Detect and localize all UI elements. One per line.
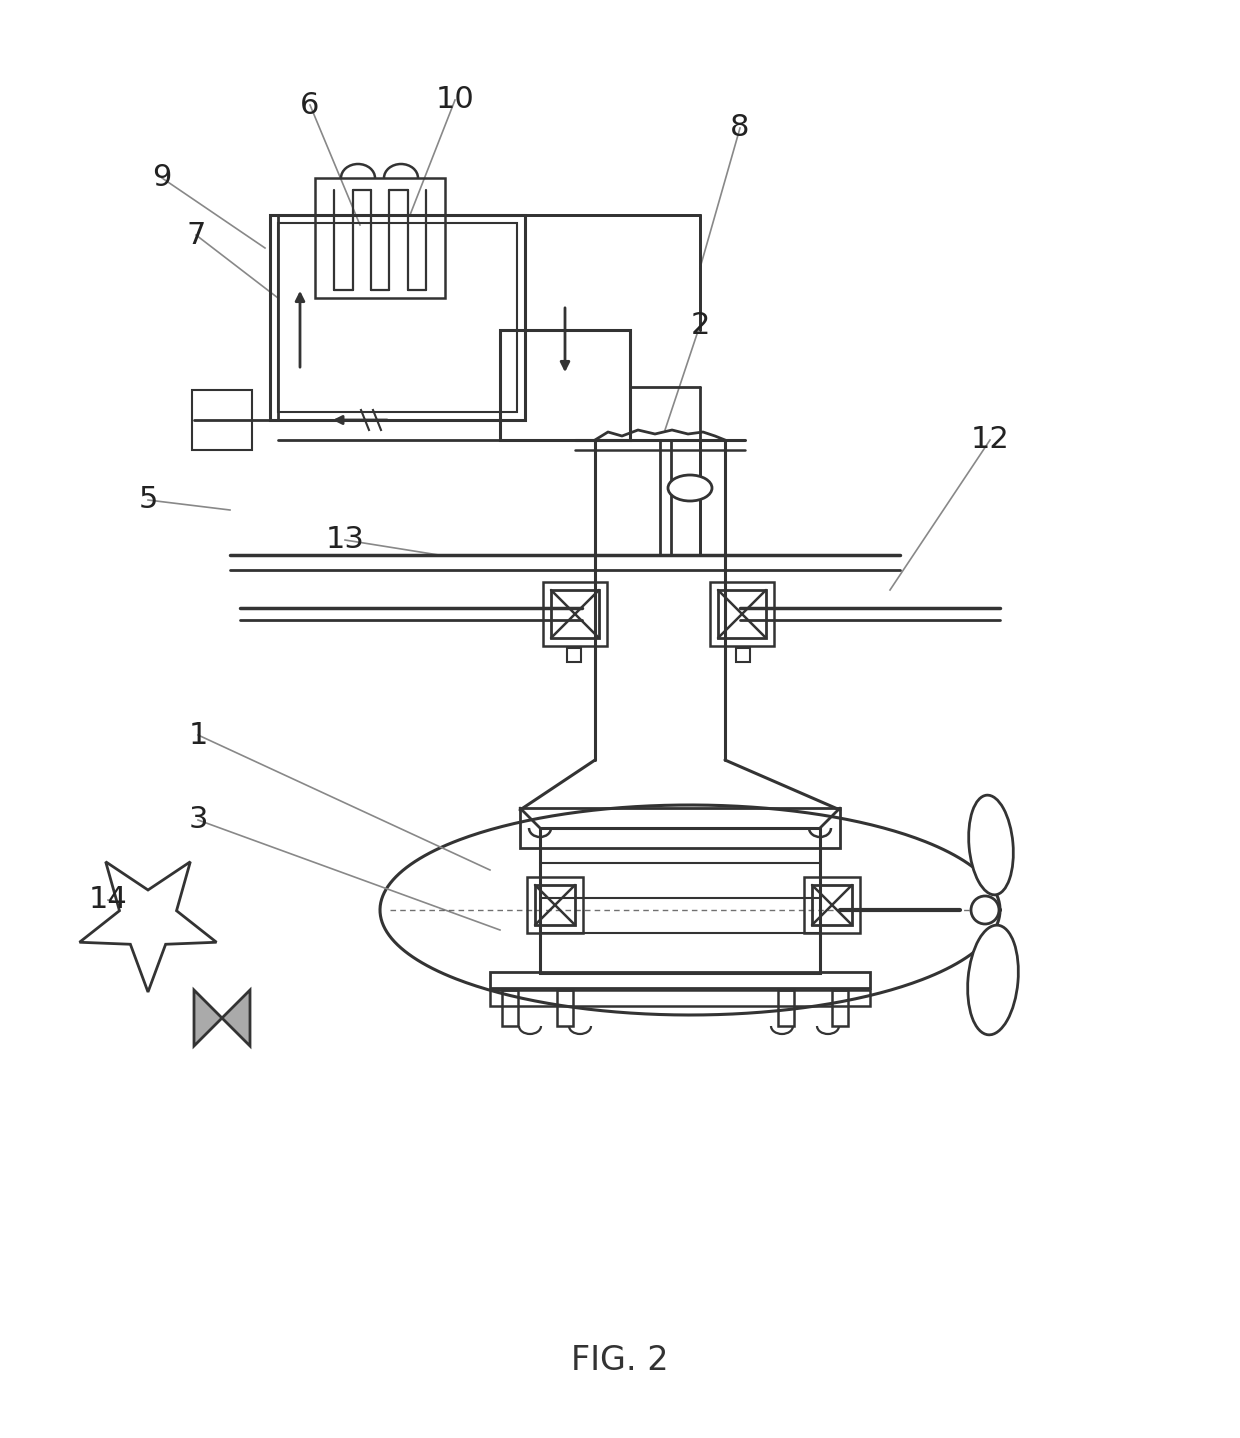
Bar [557,989,573,1025]
Text: 14: 14 [88,886,128,915]
Bar [490,972,870,988]
Text: 10: 10 [435,85,475,115]
Text: 6: 6 [300,91,320,119]
Polygon shape [222,989,250,1045]
Circle shape [971,896,999,925]
Bar [804,877,861,933]
Bar [500,329,630,440]
Text: 8: 8 [730,114,750,142]
Ellipse shape [968,795,1013,894]
Text: FIG. 2: FIG. 2 [572,1343,668,1376]
Text: 3: 3 [188,805,208,834]
Bar [192,390,252,450]
Bar [567,649,582,661]
Bar [832,989,848,1025]
Polygon shape [193,989,222,1045]
Bar [711,582,774,646]
Polygon shape [79,861,217,992]
Bar [777,989,794,1025]
Polygon shape [379,805,999,1015]
Bar [539,828,820,974]
Bar [270,216,525,420]
Bar [737,649,750,661]
Bar [551,590,599,638]
Bar [278,223,517,413]
Bar [534,884,575,925]
Bar [543,582,608,646]
Text: 1: 1 [188,720,207,749]
Text: 2: 2 [691,311,709,339]
Text: 13: 13 [326,525,365,555]
Text: 12: 12 [971,426,1009,454]
Bar [502,989,518,1025]
Bar [718,590,766,638]
Bar [315,178,445,298]
Bar [490,989,870,1007]
Ellipse shape [967,925,1018,1035]
Bar [812,884,852,925]
Bar [527,877,583,933]
Text: 7: 7 [186,220,206,250]
Bar [520,808,839,848]
Text: 9: 9 [153,164,171,193]
Ellipse shape [668,475,712,500]
Text: 5: 5 [139,486,157,515]
